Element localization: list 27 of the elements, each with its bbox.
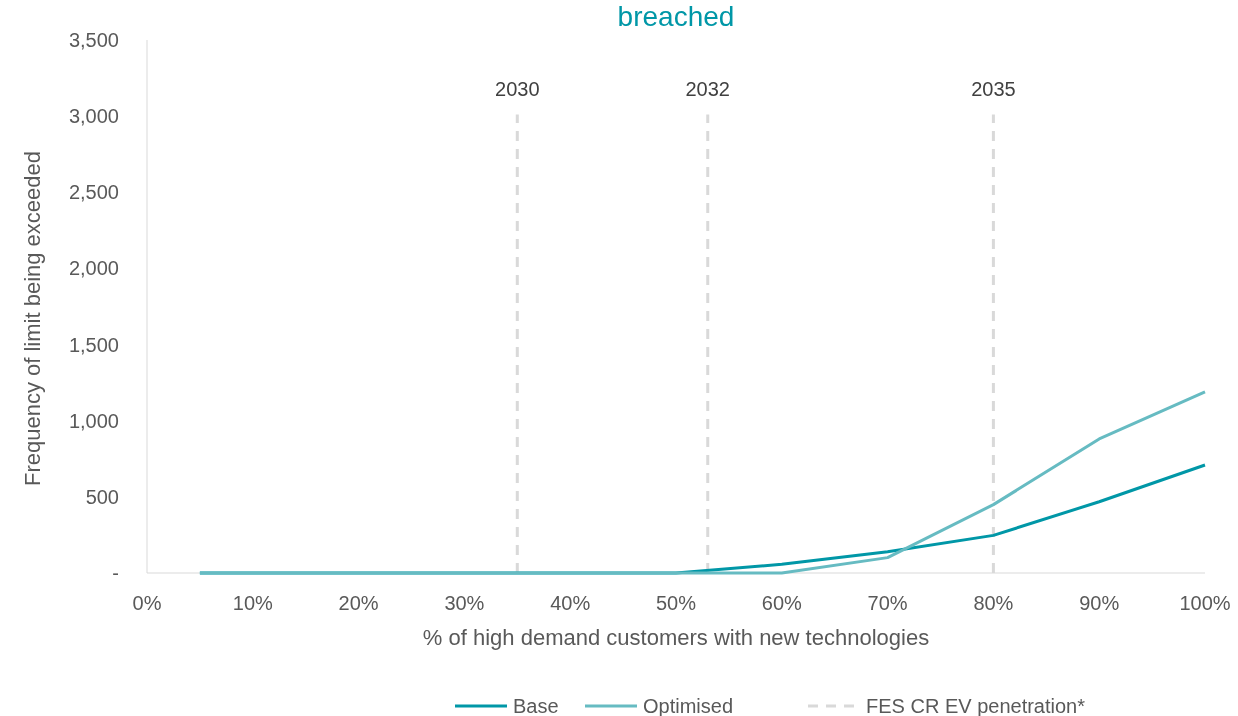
x-tick-label: 70%	[867, 592, 908, 614]
x-tick-label: 80%	[973, 592, 1014, 614]
y-tick-label: 3,500	[68, 29, 119, 51]
line-series	[198, 390, 1207, 575]
x-axis-title: % of high demand customers with new technologies	[422, 625, 930, 650]
x-tick-label: 40%	[550, 592, 591, 614]
y-tick-label: 3,000	[68, 105, 119, 128]
x-tick-label: 30%	[444, 592, 485, 614]
x-tick-label: 60%	[761, 592, 803, 614]
x-tick-label: 0%	[132, 592, 162, 614]
y-axis-title: Frequency of limit being exceeded	[20, 150, 45, 487]
y-tick-label: 2,000	[68, 257, 119, 280]
y-tick-label: 1,000	[68, 409, 119, 432]
x-tick-label: 50%	[655, 592, 697, 614]
x-tick-label: 10%	[232, 592, 274, 614]
chart-title: breached	[617, 1, 735, 32]
annotation: 2030	[495, 78, 540, 100]
annotation: 2035	[971, 78, 1016, 100]
legend-label: Base	[513, 695, 559, 716]
x-tick-label: 20%	[338, 592, 379, 614]
y-tick-label: 500	[85, 485, 119, 508]
y-tick-label: 2,500	[68, 181, 119, 204]
y-tick-label: -	[112, 562, 119, 584]
annotation: 2032	[685, 78, 730, 100]
x-tick-label: 100%	[1179, 592, 1231, 614]
y-tick-label: 1,500	[68, 333, 119, 356]
x-tick-label: 90%	[1079, 592, 1120, 614]
